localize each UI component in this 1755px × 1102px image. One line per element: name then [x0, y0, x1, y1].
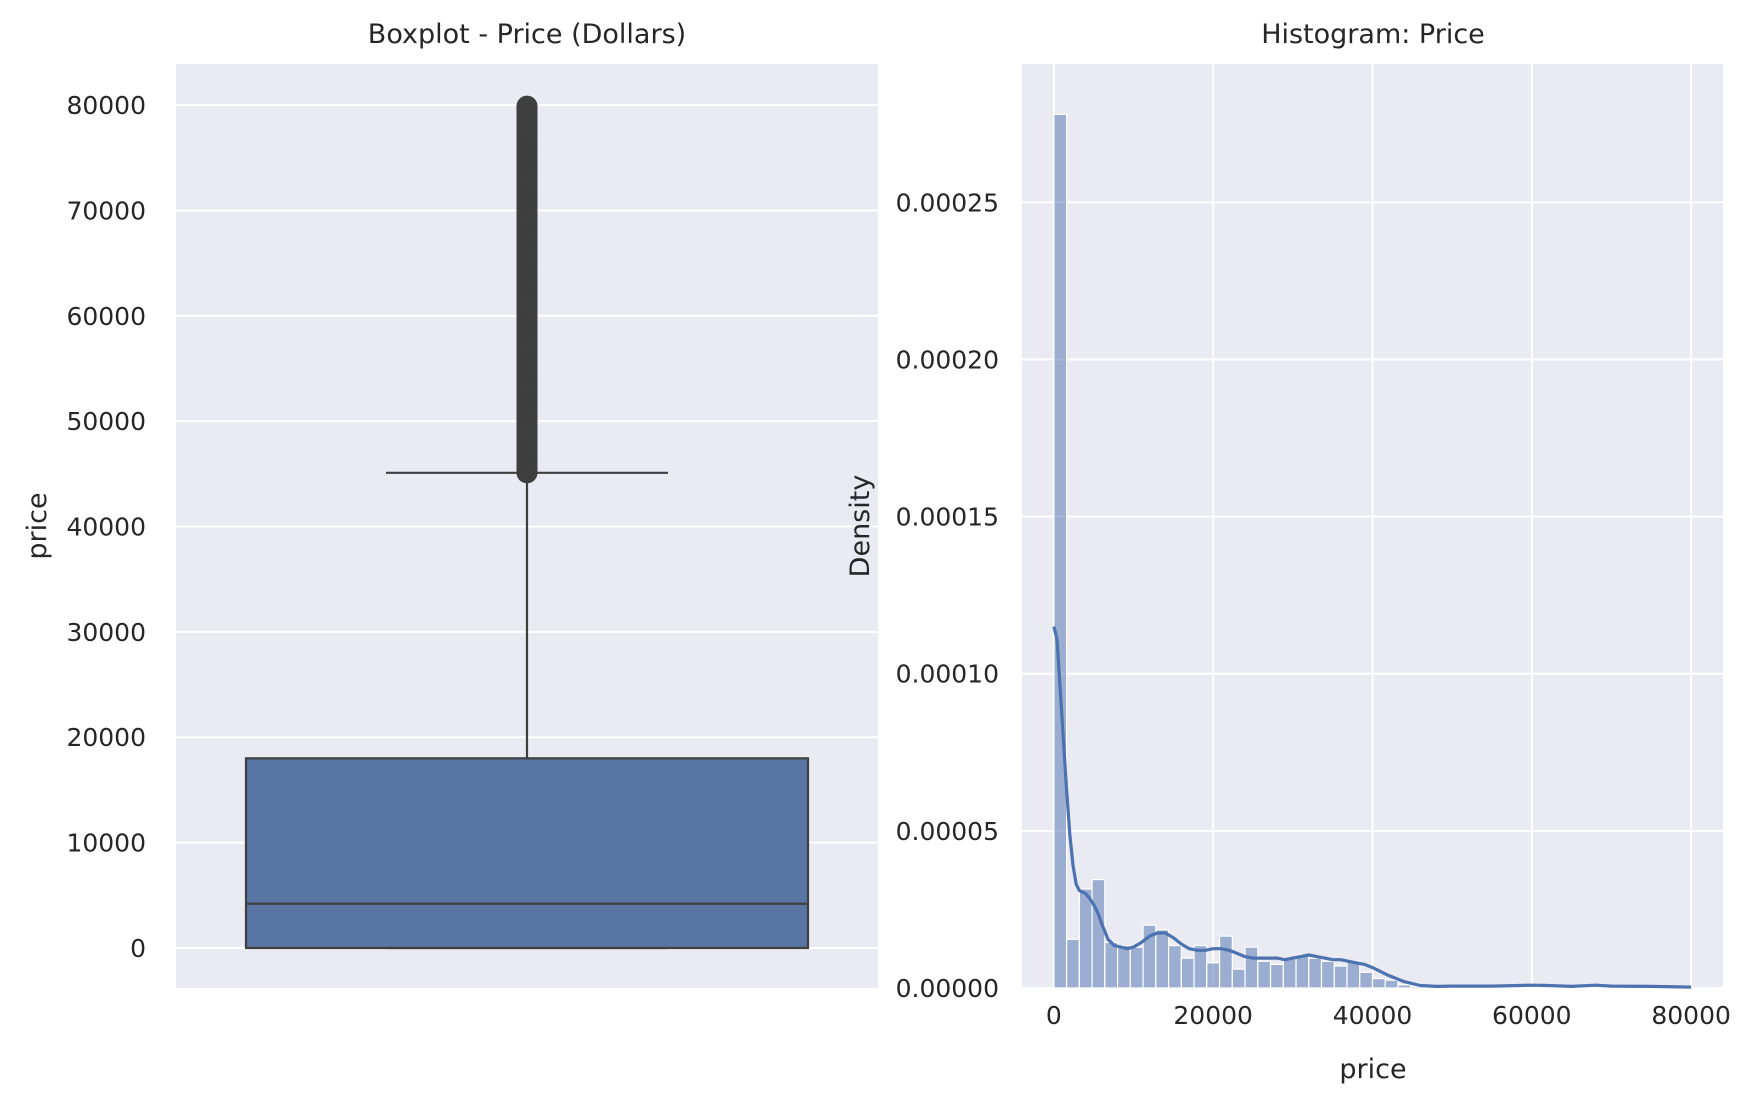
histogram-y-tick-label: 0.00000 — [896, 974, 999, 1003]
boxplot-y-tick-label: 80000 — [66, 91, 146, 120]
histogram-bar — [1206, 962, 1221, 989]
histogram-y-axis-label: Density — [845, 475, 876, 578]
histogram-bar — [1333, 965, 1348, 989]
boxplot-y-tick-labels: 0 10000 20000 30000 40000 50000 60000 70000 8000… — [66, 91, 146, 963]
histogram-bar — [1167, 944, 1182, 989]
histogram-bar — [1524, 986, 1539, 989]
histogram-x-tick-label: 80000 — [1651, 1001, 1731, 1030]
boxplot-outlier-point — [516, 95, 538, 117]
histogram-x-axis-label: price — [1339, 1054, 1406, 1085]
histogram-kde — [1052, 626, 1692, 989]
histogram-bar — [1129, 946, 1144, 989]
histogram-axes: 0.00000 0.00005 0.00010 0.00015 0.00020 0.000… — [845, 19, 1731, 1085]
histogram-bar — [1269, 963, 1284, 989]
boxplot-y-tick-label: 60000 — [66, 302, 146, 331]
histogram-bar — [1104, 941, 1119, 989]
histogram-bar — [1320, 960, 1335, 989]
histogram-bar — [1257, 960, 1272, 989]
histogram-bar — [1116, 944, 1131, 989]
boxplot-y-tick-label: 10000 — [66, 829, 146, 858]
histogram-y-tick-label: 0.00015 — [896, 503, 999, 532]
histogram-bar — [1155, 929, 1170, 989]
histogram-bar — [1066, 938, 1080, 989]
histogram-y-tick-label: 0.00020 — [896, 345, 999, 374]
histogram-bar — [1397, 984, 1412, 989]
histogram-x-tick-label: 20000 — [1173, 1001, 1253, 1030]
histogram-y-tick-labels: 0.00000 0.00005 0.00010 0.00015 0.00020 0.000… — [896, 188, 999, 1003]
boxplot-y-tick-label: 40000 — [66, 513, 146, 542]
histogram-bar — [1308, 957, 1323, 989]
histogram-bar — [1078, 888, 1093, 989]
histogram-y-tick-label: 0.00025 — [896, 188, 999, 217]
histogram-bar — [1091, 878, 1106, 989]
histogram-gridlines — [1022, 64, 1723, 989]
boxplot-box — [244, 757, 810, 950]
histogram-y-tick-label: 0.00010 — [896, 660, 999, 689]
boxplot-outliers — [516, 95, 538, 484]
histogram-x-tick-label: 60000 — [1492, 1001, 1572, 1030]
boxplot-axes: 0 10000 20000 30000 40000 50000 60000 70000 8000… — [22, 19, 878, 988]
histogram-bar — [1371, 977, 1386, 989]
histogram-bar — [1231, 968, 1246, 989]
histogram-x-tick-labels: 0 20000 40000 60000 80000 — [1046, 1001, 1731, 1030]
boxplot-y-tick-label: 20000 — [66, 723, 146, 752]
histogram-bar — [1295, 954, 1310, 989]
histogram-x-tick-label: 0 — [1046, 1001, 1062, 1030]
boxplot-y-tick-label: 70000 — [66, 196, 146, 225]
histogram-bar — [1359, 971, 1374, 989]
histogram-bar — [1282, 957, 1297, 989]
boxplot-y-tick-label: 30000 — [66, 618, 146, 647]
histogram-bar — [1218, 935, 1233, 989]
histogram-bar — [1193, 944, 1208, 989]
histogram-y-tick-label: 0.00005 — [896, 817, 999, 846]
boxplot-title: Boxplot - Price (Dollars) — [368, 19, 686, 50]
histogram-bar — [1053, 113, 1068, 989]
histogram-bar — [1384, 979, 1399, 989]
histogram-bar — [1346, 960, 1361, 989]
histogram-bar — [1180, 957, 1195, 989]
boxplot-y-axis-label: price — [22, 492, 53, 559]
boxplot-y-tick-label: 0 — [130, 934, 146, 963]
histogram-kde-line — [1052, 626, 1692, 989]
histogram-x-tick-label: 40000 — [1333, 1001, 1413, 1030]
boxplot-y-tick-label: 50000 — [66, 407, 146, 436]
boxplot-marks — [244, 95, 810, 950]
histogram-bar — [1244, 946, 1259, 989]
histogram-title: Histogram: Price — [1261, 19, 1485, 50]
